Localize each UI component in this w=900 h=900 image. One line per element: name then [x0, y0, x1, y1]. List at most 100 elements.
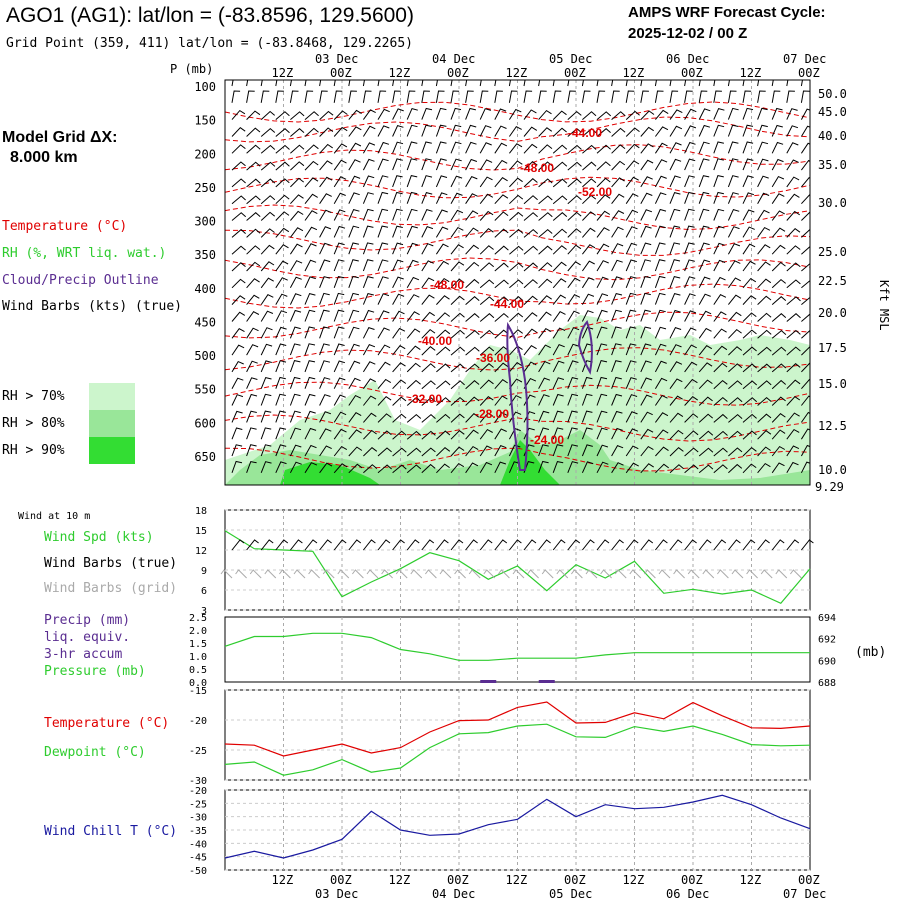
upper-wind-barb	[289, 393, 301, 406]
upper-wind-barb	[684, 413, 699, 423]
surface-wind-barb-true	[406, 539, 420, 551]
upper-wind-barb	[801, 296, 810, 305]
upper-wind-barb	[728, 346, 743, 356]
upper-wind-barb	[465, 141, 477, 154]
surface-wind-barb-grid	[220, 569, 233, 579]
upper-wind-barb	[479, 193, 494, 205]
surface-wind-barb-true	[552, 539, 566, 551]
top-time-tick-label: 00Z	[681, 66, 703, 80]
upper-wind-barb	[684, 327, 697, 339]
upper-wind-barb	[596, 210, 611, 221]
upper-wind-barb	[596, 326, 608, 339]
upper-wind-barb	[669, 80, 672, 87]
surface-wind-barb-true	[421, 539, 435, 551]
upper-wind-barb	[640, 242, 652, 255]
upper-wind-barb	[728, 294, 742, 305]
upper-wind-barb	[596, 444, 609, 457]
upper-wind-barb	[801, 346, 810, 356]
upper-wind-barb	[640, 276, 651, 288]
upper-wind-barb	[392, 259, 404, 272]
upper-wind-barb	[698, 464, 714, 474]
upper-wind-barb	[275, 144, 290, 154]
upper-wind-barb	[362, 309, 375, 322]
upper-wind-barb	[771, 107, 783, 120]
upper-wind-barb	[304, 427, 317, 440]
upper-wind-barb	[392, 430, 407, 440]
upper-wind-barb	[713, 328, 727, 339]
surface-wind-barb-grid	[731, 569, 744, 579]
upper-wind-barb	[508, 108, 522, 120]
upper-wind-barb	[333, 292, 345, 305]
surface-wind-barb-true	[625, 539, 639, 551]
upper-wind-barb	[260, 110, 276, 120]
temperature-label: -44.00	[568, 126, 602, 140]
temperature-label: -32.00	[408, 392, 442, 406]
upper-wind-barb	[698, 225, 710, 238]
rh90-swatch	[89, 437, 135, 464]
upper-wind-barb	[713, 191, 725, 204]
upper-wind-barb	[640, 292, 651, 305]
upper-wind-barb	[596, 128, 611, 137]
upper-wind-barb	[786, 228, 801, 238]
upper-wind-barb	[552, 461, 564, 473]
upper-wind-barb	[640, 411, 653, 423]
upper-wind-barb	[757, 363, 772, 373]
upper-wind-barb	[596, 410, 608, 423]
legend-rh: RH (%, WRT liq. wat.)	[2, 246, 166, 261]
upper-wind-barb	[757, 80, 760, 87]
upper-wind-barb	[289, 461, 302, 474]
upper-wind-barb	[800, 444, 810, 457]
upper-wind-barb	[231, 195, 246, 205]
surface-wind-barb-grid	[337, 569, 350, 579]
upper-wind-barb	[246, 161, 261, 171]
surface-wind-barb-grid	[235, 569, 247, 579]
upper-wind-barb	[684, 175, 696, 188]
upper-wind-barb	[275, 244, 289, 255]
upper-wind-barb	[377, 430, 392, 440]
upper-wind-barb	[625, 226, 638, 238]
upper-wind-barb	[246, 461, 257, 473]
upper-wind-barb	[275, 427, 287, 440]
kft-axis-label: Kft MSL	[877, 280, 891, 331]
upper-wind-barb	[494, 228, 509, 238]
upper-wind-barb	[406, 311, 420, 322]
upper-wind-barb	[713, 158, 724, 171]
upper-wind-barb	[698, 362, 713, 373]
upper-wind-barb	[289, 326, 301, 339]
legend-wind-chill: Wind Chill T (°C)	[44, 824, 177, 839]
upper-wind-barb	[771, 363, 787, 373]
upper-wind-barb	[596, 243, 610, 255]
surface-wind-barb-true	[567, 539, 581, 551]
upper-wind-barb	[800, 428, 810, 440]
upper-wind-barb	[757, 295, 772, 305]
upper-wind-barb	[684, 378, 698, 390]
surface-wind-barb-grid	[468, 569, 481, 579]
cloud-outlines	[506, 320, 593, 471]
upper-wind-barb	[625, 276, 637, 288]
upper-wind-barb	[742, 260, 756, 272]
upper-wind-barb	[392, 310, 405, 322]
upper-wind-barb	[713, 294, 727, 305]
upper-wind-barb	[421, 107, 433, 120]
upper-wind-barb	[552, 278, 567, 289]
upper-wind-barb	[304, 80, 307, 87]
upper-wind-barb	[479, 412, 494, 423]
upper-wind-barb	[684, 208, 695, 221]
upper-wind-barb	[786, 262, 801, 272]
upper-wind-barb	[669, 225, 681, 238]
upper-wind-barb	[655, 463, 669, 474]
temperature-label: -48.00	[520, 161, 554, 175]
upper-wind-barb	[260, 211, 276, 221]
upper-wind-barb	[698, 158, 710, 171]
upper-wind-barb	[479, 329, 495, 339]
upper-wind-barb	[742, 312, 757, 322]
upper-wind-barb	[377, 259, 389, 272]
upper-wind-barb	[377, 413, 392, 423]
upper-wind-barb	[611, 444, 624, 457]
value-tick-label: 12	[195, 546, 207, 557]
upper-wind-barb	[406, 362, 421, 373]
height-ticks: 50.0 45.0 40.0 35.0 30.0 25.0 22.5 20.0 17.5 15.0…	[815, 87, 847, 494]
upper-wind-barb	[319, 445, 332, 457]
upper-wind-barb	[654, 80, 657, 87]
upper-wind-barb	[552, 327, 566, 339]
